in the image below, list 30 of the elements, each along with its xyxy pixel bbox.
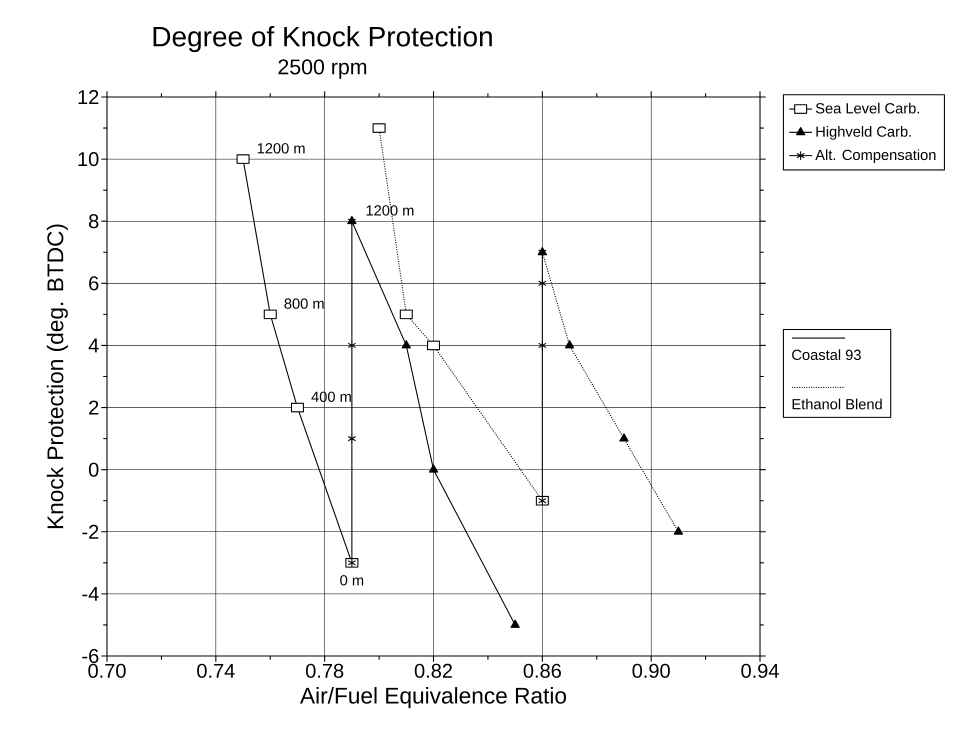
- y-tick-label: 10: [78, 152, 98, 166]
- annotation: 800 m: [284, 298, 324, 309]
- text: Ethanol Blend: [792, 398, 882, 410]
- chart-title: Degree of Knock Protection: [154, 26, 492, 52]
- x-tick-label: 0.82: [414, 664, 452, 678]
- y-tick-label: 0: [88, 462, 98, 477]
- x-axis-title: Air/Fuel Equivalence Ratio: [300, 687, 566, 708]
- y-tick-label: 6: [89, 276, 98, 290]
- legend-label: Alt. Compensation: [815, 149, 936, 163]
- y-tick-label: 8: [89, 214, 98, 228]
- x-tick-label: 0.70: [88, 664, 126, 678]
- legend-label: Highveld Carb.: [816, 126, 911, 140]
- x-tick-label: 0.86: [524, 664, 561, 678]
- y-tick-label: -4: [82, 587, 99, 601]
- x-tick-label: 0.78: [306, 664, 344, 678]
- legend-label: Sea Level Carb.: [816, 102, 920, 114]
- text: Coastal 93: [792, 349, 861, 360]
- chart-subtitle: 2500 rpm: [278, 59, 366, 79]
- y-tick-label: 2: [89, 400, 98, 415]
- x-tick-label: 0.94: [741, 664, 779, 678]
- annotation: 1200 m: [366, 205, 414, 216]
- x-tick-label: 0.74: [197, 664, 235, 678]
- y-tick-label: -6: [82, 648, 98, 664]
- annotation: 0 m: [340, 575, 364, 586]
- annotation: 1200 m: [258, 143, 305, 154]
- y-tick-label: 4: [88, 338, 99, 352]
- y-tick-label: 12: [78, 90, 98, 104]
- y-tick-label: -2: [82, 524, 98, 539]
- y-axis-title: Knock Protection (deg. BTDC): [46, 224, 68, 528]
- x-tick-label: 0.90: [632, 664, 670, 678]
